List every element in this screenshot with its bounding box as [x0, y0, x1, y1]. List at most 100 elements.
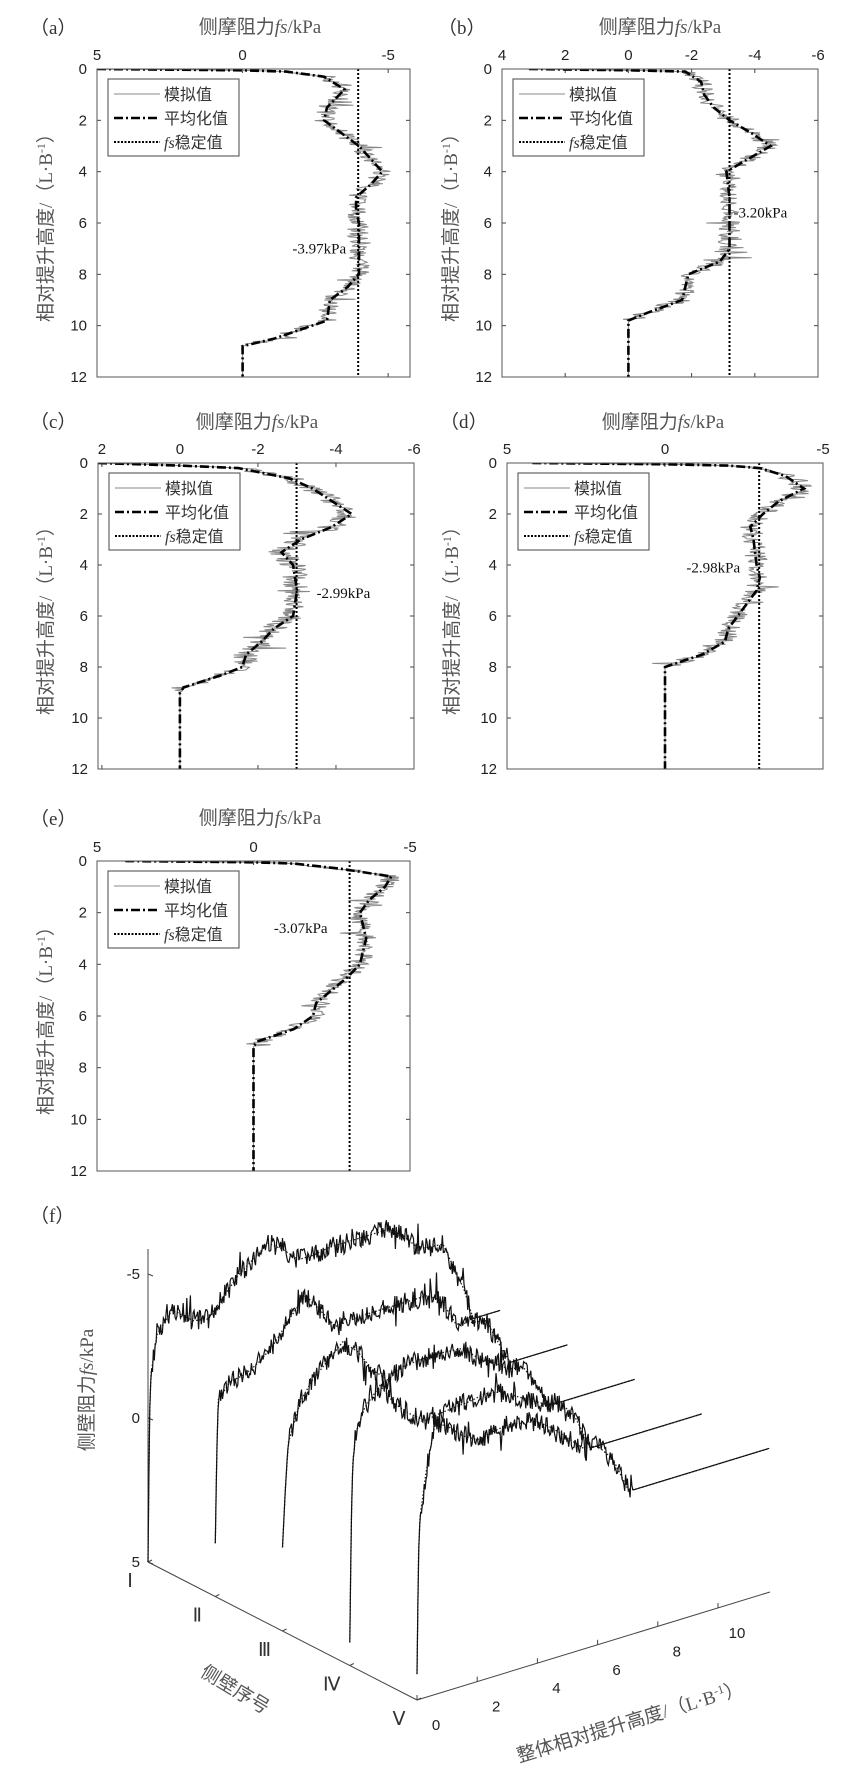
- y-tick-label: 0: [80, 455, 88, 472]
- wall-tick-label: Ⅳ: [323, 1675, 341, 1696]
- stable-value-label: -2.98kPa: [686, 561, 740, 577]
- legend-symbol: fs: [164, 927, 175, 944]
- title-unit: /kPa: [690, 412, 724, 433]
- title-unit: /kPa: [287, 808, 321, 829]
- legend-label: fs稳定值: [574, 528, 633, 546]
- panel-label: （e）: [30, 808, 76, 830]
- plot-frame: [506, 462, 824, 770]
- x-tick-label: 0: [249, 839, 257, 856]
- axis-title-superscript: -1: [34, 936, 48, 946]
- legend-label: 模拟值: [569, 86, 617, 104]
- title-text: 侧摩阻力: [196, 411, 272, 433]
- title-text: 侧摩阻力: [602, 411, 678, 433]
- y-tick-label: 10: [475, 318, 492, 335]
- legend-symbol: fs: [164, 135, 175, 152]
- y-tick-label: 12: [71, 761, 88, 778]
- title-text: 侧摩阻力: [199, 16, 275, 38]
- legend-label: 模拟值: [574, 480, 622, 498]
- x-tick-label: -2: [685, 47, 698, 64]
- axis-title-close: ）: [35, 124, 57, 143]
- y-axis-title: 相对提升高度/（L·B-1）: [34, 517, 57, 715]
- x-tick-label: -6: [407, 441, 420, 458]
- axis-title-superscript: -1: [34, 143, 48, 153]
- legend-label: 平均化值: [574, 504, 638, 522]
- axis-title-text: 相对提升高度/（L·B: [35, 546, 57, 715]
- height-tick-label: 2: [492, 1699, 500, 1716]
- legend-box: [107, 78, 240, 157]
- y-tick-label: 2: [79, 905, 87, 922]
- title-text: 侧摩阻力: [599, 16, 675, 38]
- axis-title-close: ）: [440, 124, 462, 143]
- panel-label: （f）: [30, 1205, 74, 1227]
- height-tick-label: 0: [432, 1717, 440, 1734]
- y-tick-label: 8: [79, 266, 87, 283]
- y-tick-label: 6: [484, 215, 492, 232]
- legend-label: fs稳定值: [164, 134, 223, 152]
- panel-label: （d）: [440, 411, 488, 433]
- averaged-series-line: [532, 463, 807, 769]
- legend-label: 平均化值: [164, 110, 228, 128]
- x-tick-label: 5: [503, 441, 511, 458]
- panel-f: （f） -5 0 5Ⅰ Ⅱ Ⅲ Ⅳ Ⅴ 0 2 4 6 8 10 侧壁阻力fs/kPa 侧壁序号 整体相对提升高…: [30, 1205, 771, 1767]
- wall-tick: [215, 1594, 220, 1597]
- y-tick-label: 4: [79, 164, 87, 181]
- axis-title-text: 相对提升高度/（L·B: [35, 153, 57, 322]
- wall-tick-label: Ⅴ: [393, 1709, 406, 1730]
- wall-tick: [349, 1663, 354, 1666]
- axis-title-close: ）: [35, 917, 57, 936]
- averaged-series-line: [98, 463, 354, 769]
- title-symbol: fs: [275, 17, 288, 38]
- x-tick-label: -6: [811, 47, 824, 64]
- y-tick-label: 0: [79, 853, 87, 870]
- axis-title-text: 相对提升高度/（L·B: [441, 546, 463, 715]
- y-tick-label: 2: [79, 112, 87, 129]
- legend-text: 稳定值: [585, 528, 633, 546]
- title-unit: /kPa: [687, 17, 721, 38]
- y-tick-label: 10: [480, 710, 497, 727]
- wall-tick: [147, 1559, 153, 1563]
- panel-label: （b）: [438, 17, 486, 39]
- y-tick-label: 12: [70, 369, 87, 386]
- y-axis-title: 相对提升高度/（L·B-1）: [440, 517, 463, 715]
- legend-symbol: fs: [165, 529, 176, 546]
- legend-box: [108, 472, 241, 551]
- x-tick-label: -4: [748, 47, 761, 64]
- simulated-series-3d-wall-3: [281, 1337, 635, 1548]
- y-tick-label: 4: [484, 164, 492, 181]
- plot-frame: [501, 68, 819, 378]
- title-symbol: fs: [675, 17, 688, 38]
- wall-axis-title: 侧壁序号: [197, 1661, 273, 1719]
- y-tick-label: 6: [489, 608, 497, 625]
- height-tick-label: 8: [673, 1643, 681, 1660]
- x-axis-title: 侧摩阻力fs/kPa: [602, 411, 725, 433]
- y-tick-label: 10: [71, 710, 88, 727]
- y-tick-label: 0: [79, 61, 87, 78]
- simulated-series-3d-wall-2: [214, 1272, 568, 1544]
- simulated-series-line: [97, 69, 391, 377]
- y-axis-title: 相对提升高度/（L·B-1）: [34, 917, 57, 1115]
- x-tick-label: -5: [403, 839, 416, 856]
- legend-label: 模拟值: [165, 480, 213, 498]
- x-tick-label: 2: [561, 47, 569, 64]
- legend-label: 模拟值: [164, 878, 212, 896]
- axis-title-superscript: -1: [712, 1682, 726, 1698]
- legend-label: fs稳定值: [164, 926, 223, 944]
- legend-label: 平均化值: [569, 110, 633, 128]
- y-tick-label: 10: [70, 1111, 87, 1128]
- title-symbol: fs: [678, 412, 691, 433]
- x-axis-title: 侧摩阻力fs/kPa: [199, 807, 322, 829]
- simulated-series-3d-wall-5: [416, 1412, 770, 1675]
- y-tick-label: 6: [79, 215, 87, 232]
- averaged-series-line: [528, 69, 774, 377]
- y-tick-label: 2: [80, 506, 88, 523]
- x-tick-label: 4: [498, 47, 506, 64]
- legend-label: 模拟值: [164, 86, 212, 104]
- wall-tick-label: Ⅱ: [193, 1606, 202, 1627]
- title-symbol: fs: [77, 1363, 98, 1376]
- y-tick-label: 2: [484, 112, 492, 129]
